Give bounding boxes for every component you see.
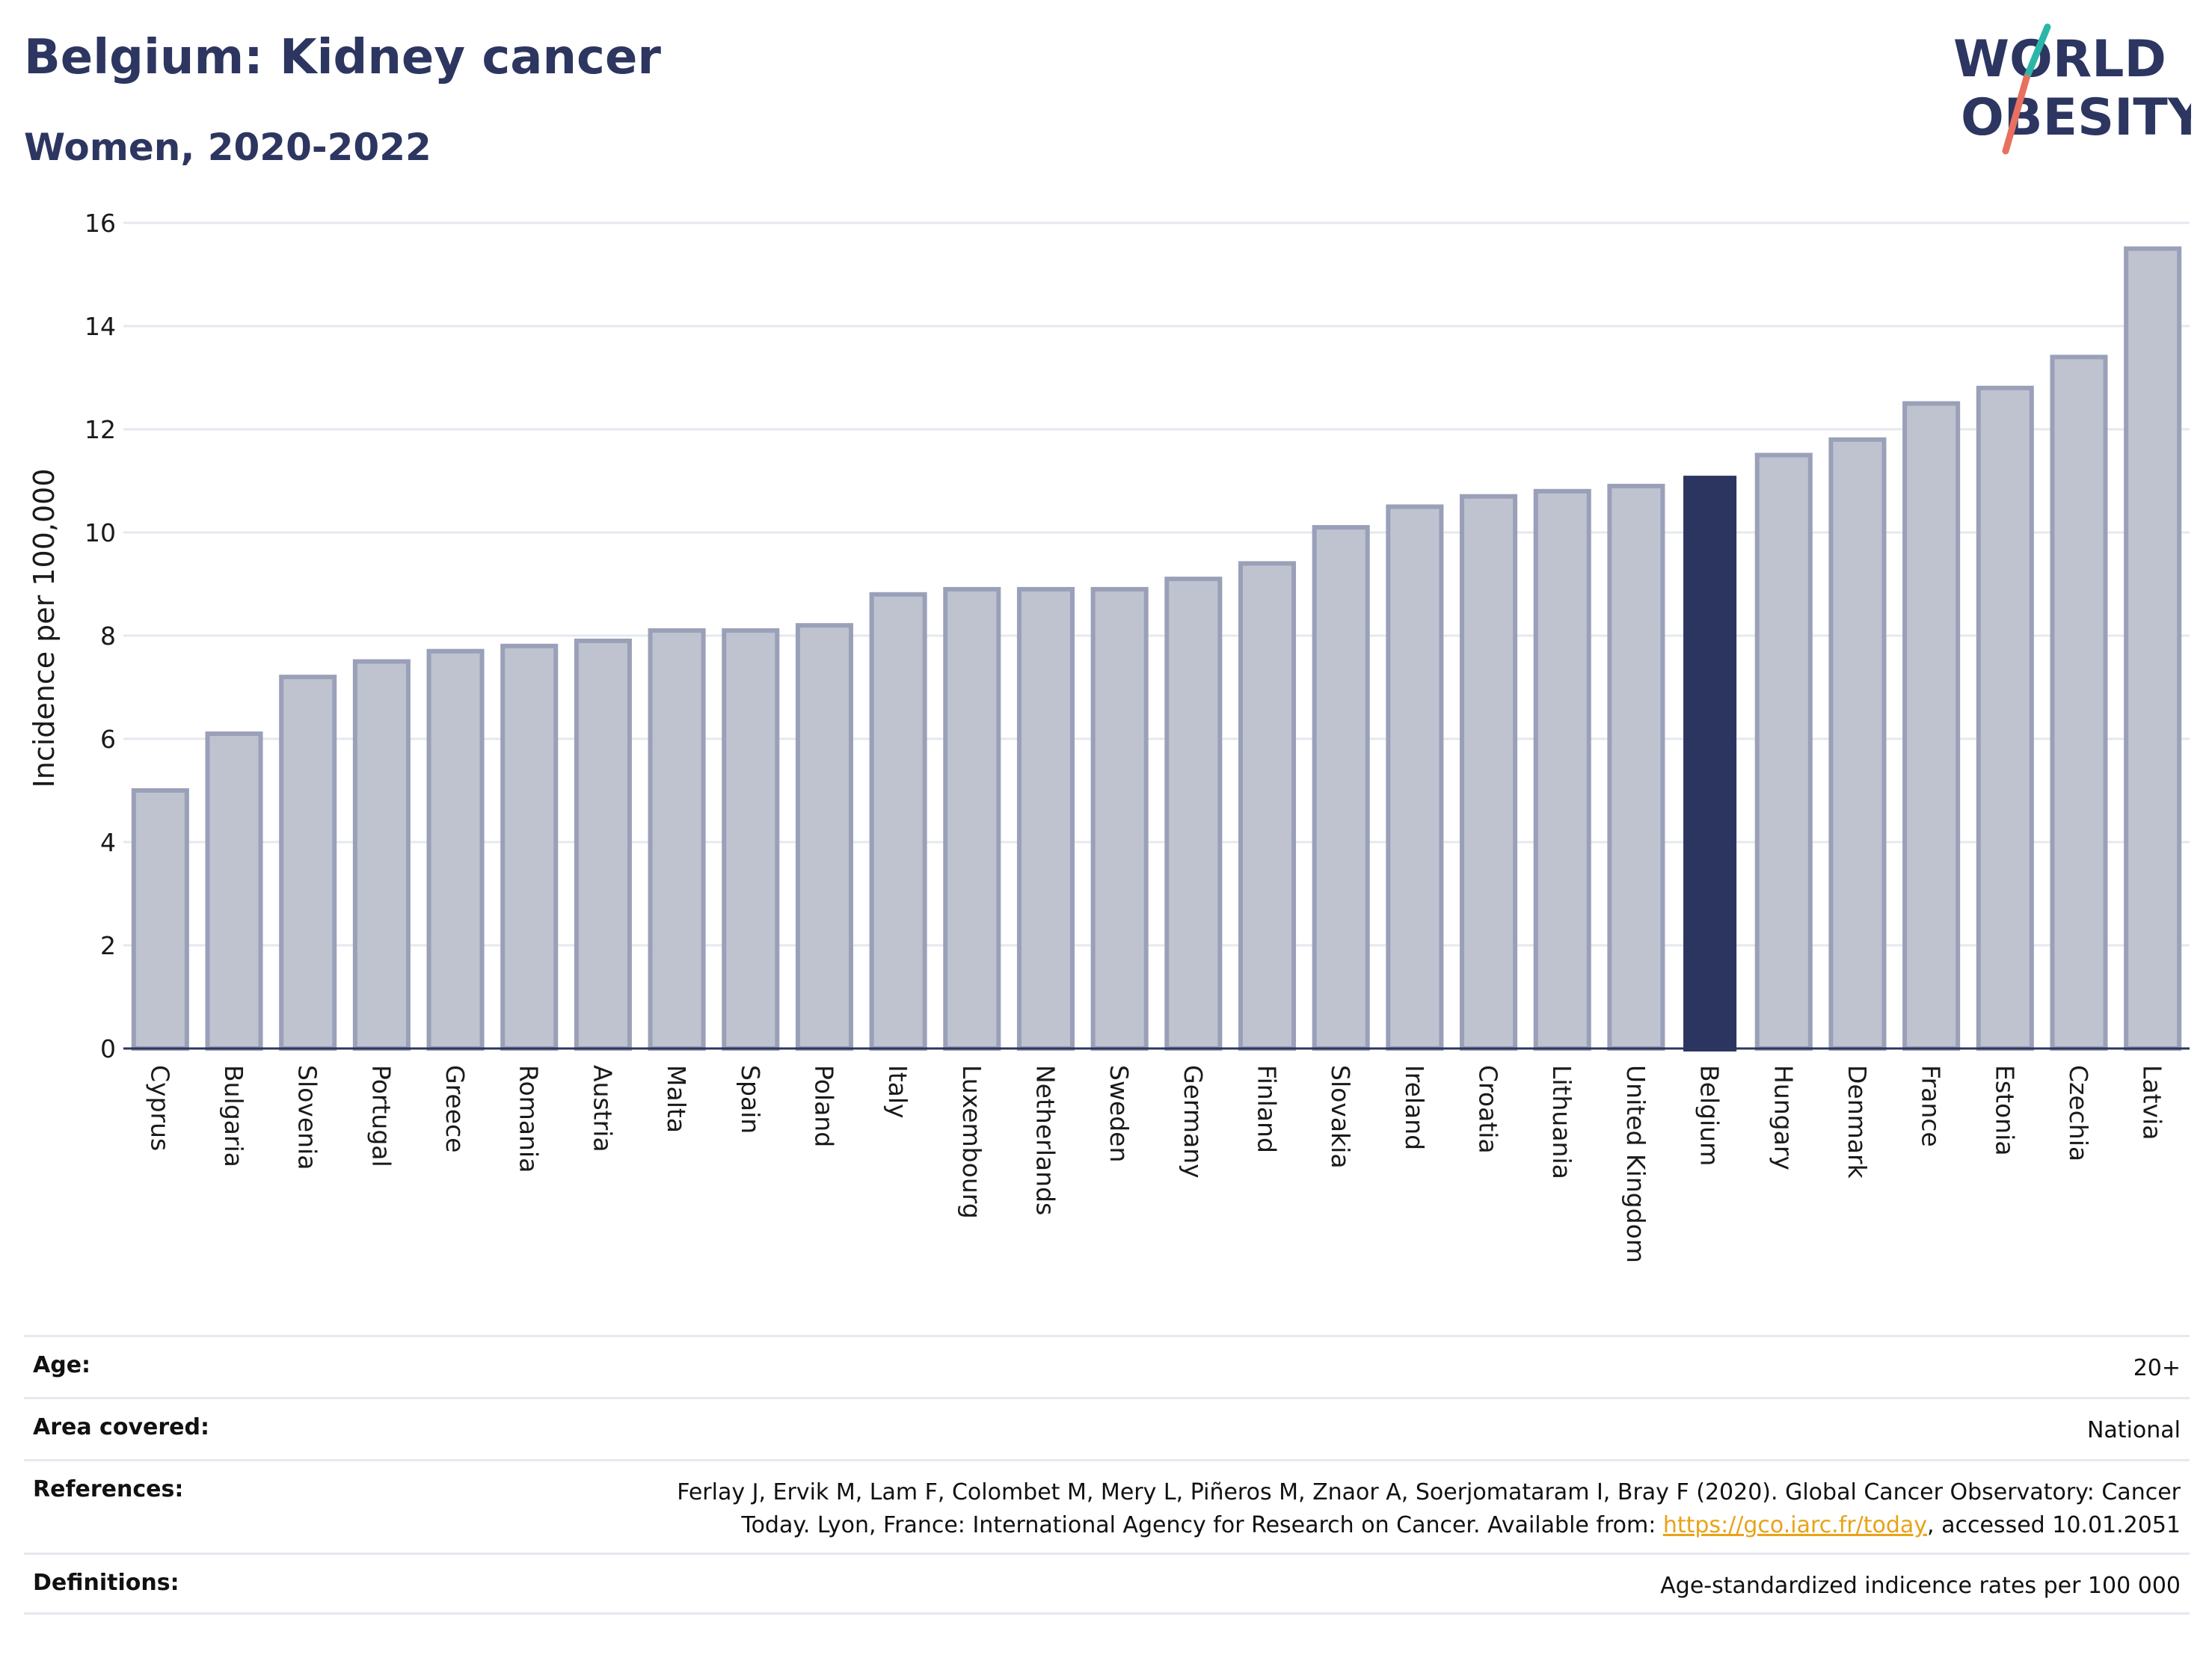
bar-chart: 0 2 4 6 8 10 12 14 16 Cyprus Bulgaria Slovenia Port… bbox=[28, 209, 2190, 1263]
x-tick-label: Czechia bbox=[2064, 1065, 2093, 1161]
bar-finland bbox=[1238, 561, 1297, 1051]
x-tick-label: Bulgaria bbox=[219, 1065, 248, 1167]
world-obesity-logo: WORLD OBESITY bbox=[1953, 23, 2191, 155]
chart-title: Belgium: Kidney cancer bbox=[24, 30, 661, 85]
info-row-age: Age: 20+ bbox=[24, 1335, 2190, 1397]
bar-spain bbox=[722, 628, 780, 1051]
bar-united-kingdom bbox=[1607, 483, 1665, 1051]
bar-sweden bbox=[1090, 586, 1149, 1051]
x-tick-label: United Kingdom bbox=[1621, 1065, 1650, 1263]
x-tick-label: Belgium bbox=[1695, 1065, 1724, 1166]
bar-portugal bbox=[352, 659, 411, 1051]
bar-germany bbox=[1164, 577, 1223, 1051]
x-tick-label: Malta bbox=[662, 1065, 691, 1133]
bars bbox=[123, 246, 2190, 1051]
x-tick-label: Slovakia bbox=[1326, 1065, 1355, 1169]
area-label: Area covered: bbox=[33, 1414, 209, 1440]
bar-poland bbox=[795, 623, 853, 1051]
x-tick-label: Ireland bbox=[1400, 1065, 1429, 1150]
y-tick-labels: 0 2 4 6 8 10 12 14 16 bbox=[85, 209, 116, 1063]
y-tick-label: 0 bbox=[100, 1034, 116, 1063]
x-tick-label: Netherlands bbox=[1030, 1065, 1060, 1215]
bar-italy bbox=[869, 592, 927, 1051]
area-value: National bbox=[2086, 1417, 2181, 1443]
y-tick-label: 10 bbox=[85, 518, 116, 547]
x-tick-label: Denmark bbox=[1843, 1065, 1872, 1179]
bar-greece bbox=[426, 648, 485, 1051]
bar-lithuania bbox=[1533, 488, 1591, 1051]
bar-france bbox=[1902, 401, 1961, 1051]
logo-slash-teal bbox=[2023, 23, 2051, 82]
info-row-definitions: Definitions: Age-standardized indicence … bbox=[24, 1553, 2190, 1615]
definitions-value: Age-standardized indicence rates per 100… bbox=[1660, 1573, 2181, 1599]
bar-czechia bbox=[2050, 354, 2108, 1051]
definitions-label: Definitions: bbox=[33, 1570, 179, 1596]
x-tick-label: Poland bbox=[809, 1065, 838, 1147]
info-row-references: References: Ferlay J, Ervik M, Lam F, Co… bbox=[24, 1459, 2190, 1553]
bar-estonia bbox=[1976, 385, 2034, 1051]
y-tick-label: 12 bbox=[85, 415, 116, 444]
x-tick-label: Cyprus bbox=[145, 1065, 174, 1151]
info-row-area: Area covered: National bbox=[24, 1397, 2190, 1459]
x-tick-label: Austria bbox=[588, 1065, 617, 1152]
logo-slash-red bbox=[2002, 74, 2030, 155]
bar-malta bbox=[648, 628, 706, 1051]
references-link[interactable]: https://gco.iarc.fr/today bbox=[1662, 1512, 1928, 1538]
bar-romania bbox=[500, 643, 559, 1051]
x-tick-label: Greece bbox=[440, 1065, 470, 1152]
bar-bulgaria bbox=[205, 731, 263, 1051]
bar-slovenia bbox=[279, 675, 337, 1051]
bar-ireland bbox=[1386, 504, 1444, 1051]
bar-denmark bbox=[1828, 437, 1887, 1051]
x-tick-label: Lithuania bbox=[1547, 1065, 1576, 1179]
bar-slovakia bbox=[1312, 525, 1370, 1051]
bar-latvia bbox=[2124, 246, 2182, 1051]
x-tick-label: France bbox=[1917, 1065, 1946, 1147]
references-line-2-end: , accessed 10.01.2051 bbox=[1927, 1512, 2181, 1538]
y-tick-label: 14 bbox=[85, 312, 116, 341]
bar-croatia bbox=[1460, 494, 1518, 1051]
y-tick-label: 16 bbox=[85, 209, 116, 238]
x-tick-label: Spain bbox=[736, 1065, 765, 1134]
x-tick-label: Slovenia bbox=[293, 1065, 322, 1170]
x-tick-label: Croatia bbox=[1474, 1065, 1503, 1154]
info-table: Age: 20+ Area covered: National Referenc… bbox=[24, 1335, 2190, 1615]
references-label: References: bbox=[33, 1476, 184, 1502]
x-tick-label: Finland bbox=[1253, 1065, 1282, 1153]
logo-line-1: WORLD bbox=[1953, 30, 2166, 89]
age-label: Age: bbox=[33, 1352, 91, 1378]
x-tick-label: Estonia bbox=[1990, 1065, 2019, 1155]
bar-cyprus bbox=[131, 788, 189, 1051]
x-tick-label: Romania bbox=[514, 1065, 544, 1173]
bar-netherlands bbox=[1016, 586, 1075, 1051]
y-tick-label: 8 bbox=[100, 621, 116, 651]
x-tick-label: Latvia bbox=[2138, 1065, 2167, 1140]
x-tick-label: Portugal bbox=[366, 1065, 396, 1167]
bar-luxembourg bbox=[943, 586, 1001, 1051]
bar-austria bbox=[574, 638, 632, 1051]
logo-line-2: OBESITY bbox=[1961, 88, 2191, 147]
y-tick-label: 2 bbox=[100, 931, 116, 960]
references-line-2-start: Today. Lyon, France: International Agenc… bbox=[741, 1512, 1663, 1538]
x-tick-label: Italy bbox=[883, 1065, 912, 1119]
y-tick-label: 6 bbox=[100, 725, 116, 754]
chart-subtitle: Women, 2020-2022 bbox=[24, 126, 431, 169]
x-tick-labels: Cyprus Bulgaria Slovenia Portugal Greece Roma… bbox=[145, 1065, 2166, 1263]
x-tick-label: Hungary bbox=[1769, 1065, 1798, 1170]
references-value: Ferlay J, Ervik M, Lam F, Colombet M, Me… bbox=[677, 1476, 2181, 1542]
age-value: 20+ bbox=[2133, 1355, 2181, 1381]
bar-hungary bbox=[1754, 452, 1813, 1051]
x-tick-label: Sweden bbox=[1105, 1065, 1134, 1162]
x-tick-label: Luxembourg bbox=[957, 1065, 986, 1219]
y-tick-label: 4 bbox=[100, 828, 116, 857]
y-axis-title: Incidence per 100,000 bbox=[28, 468, 61, 787]
x-tick-label: Germany bbox=[1179, 1065, 1208, 1179]
references-line-1: Ferlay J, Ervik M, Lam F, Colombet M, Me… bbox=[677, 1479, 2181, 1505]
bar-belgium bbox=[1683, 476, 1737, 1051]
